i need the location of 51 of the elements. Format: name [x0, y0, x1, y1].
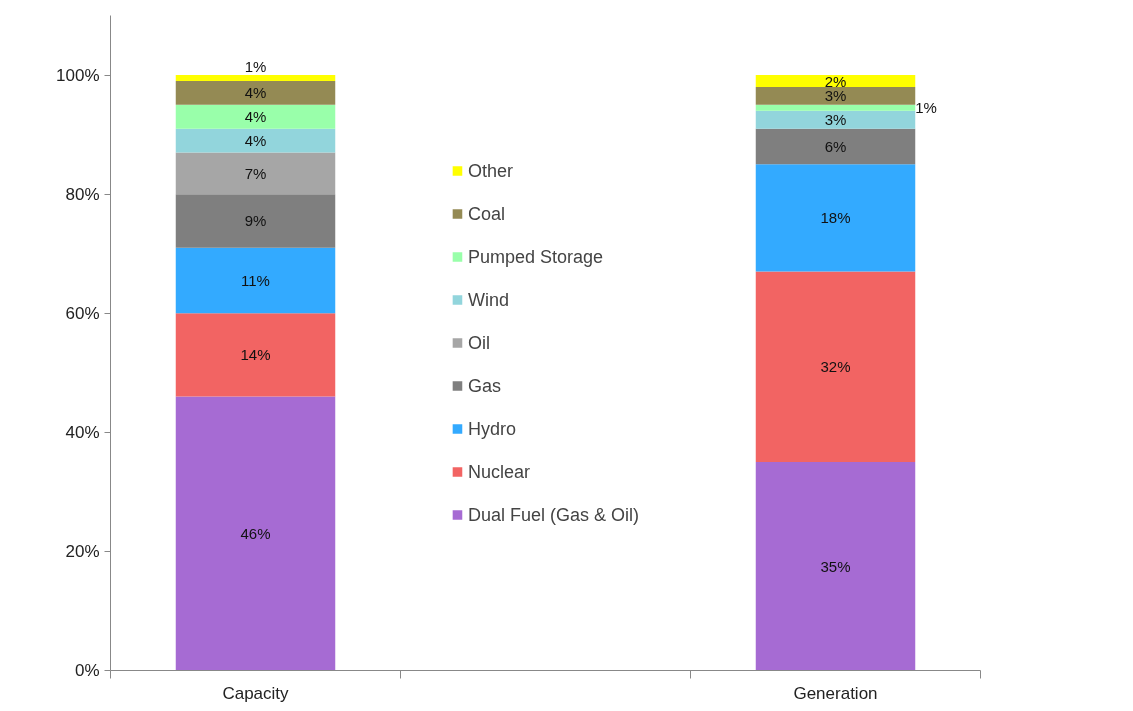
bar: [755, 75, 916, 87]
bar: [175, 104, 336, 129]
bar: [175, 81, 336, 105]
data-label: 7%: [244, 164, 267, 182]
x-tick-label: Capacity: [222, 683, 290, 703]
data-label: 14%: [240, 346, 271, 364]
legend-label: Pumped Storage: [467, 246, 604, 267]
legend-label: Wind: [467, 289, 509, 310]
bar: [175, 396, 336, 671]
y-tick-label: 100%: [56, 65, 100, 85]
y-tick-label: 0%: [74, 661, 100, 680]
data-label: 1%: [244, 58, 267, 76]
bar: [175, 194, 336, 248]
data-label: 18%: [820, 209, 851, 227]
data-label: 32%: [820, 358, 851, 376]
data-label: 9%: [244, 212, 267, 230]
bar: [175, 128, 336, 153]
data-label: 4%: [244, 132, 267, 150]
y-tick-label: 20%: [65, 541, 100, 561]
x-tick-label: Generation: [793, 683, 878, 703]
bar: [755, 164, 916, 272]
y-tick-label: 40%: [65, 422, 100, 442]
bar: [175, 75, 336, 81]
legend-label: Oil: [467, 332, 490, 353]
data-label: 2%: [824, 72, 847, 90]
legend-label: Dual Fuel (Gas & Oil): [467, 504, 640, 525]
legend-label: Other: [467, 160, 514, 181]
data-label: 3%: [824, 111, 847, 129]
bar: [755, 110, 916, 129]
bar: [175, 313, 336, 397]
data-label: 35%: [820, 557, 851, 575]
bar: [755, 462, 916, 671]
data-label: 11%: [241, 271, 270, 289]
bar: [175, 152, 336, 195]
data-label: 3%: [824, 87, 847, 105]
legend-label: Hydro: [467, 418, 516, 439]
data-label: 6%: [824, 138, 847, 155]
bar: [755, 104, 916, 111]
legend-label: Coal: [467, 203, 506, 224]
bar: [755, 128, 916, 165]
legend-label: Gas: [467, 375, 501, 396]
data-label: 46%: [240, 525, 271, 543]
data-label: 1%: [915, 99, 937, 117]
data-label: 4%: [244, 108, 267, 126]
y-tick-label: 80%: [65, 184, 100, 204]
bar: [755, 271, 916, 463]
bar: [175, 247, 336, 314]
legend-label: Nuclear: [467, 461, 531, 482]
data-label: 4%: [244, 84, 267, 102]
bar: [755, 86, 916, 105]
y-tick-label: 60%: [65, 303, 100, 323]
